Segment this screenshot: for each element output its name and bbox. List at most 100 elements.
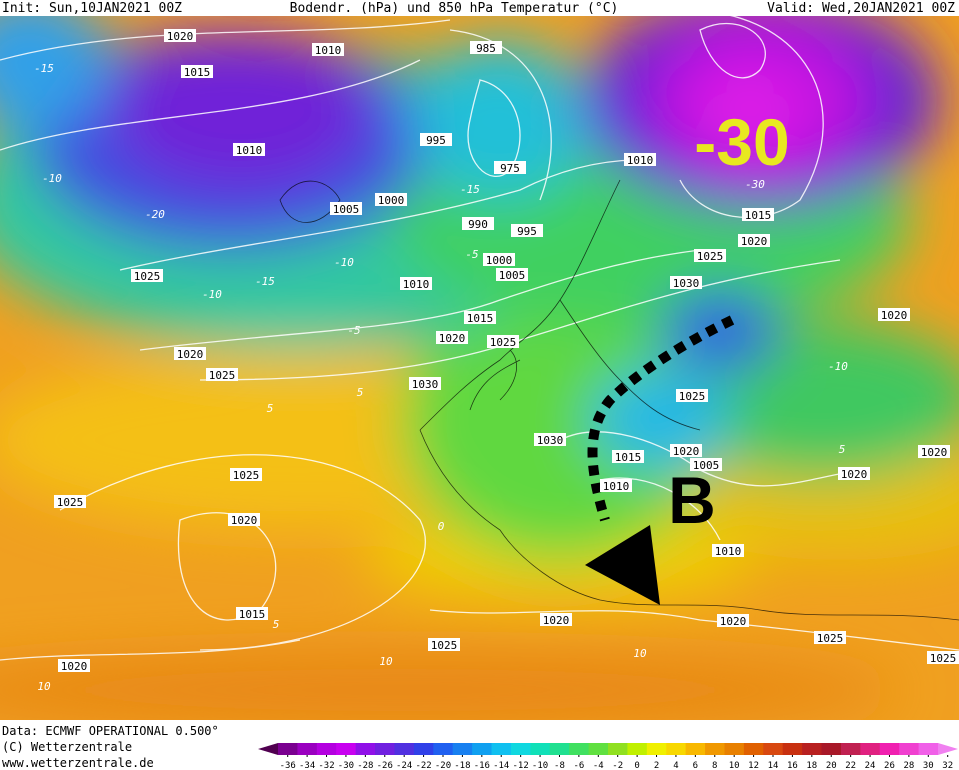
isotherm-label: -10 — [42, 172, 62, 185]
isobar-label-box — [181, 65, 213, 78]
isotherm-label: -15 — [460, 183, 480, 196]
init-time: Init: Sun,10JAN2021 00Z — [2, 1, 182, 16]
isobar-label-box — [131, 269, 163, 282]
colorbar-tick-label: -14 — [493, 761, 509, 770]
valid-time: Valid: Wed,20JAN2021 00Z — [767, 1, 955, 16]
colorbar-bin — [724, 743, 745, 755]
colorbar-tick-label: -18 — [454, 761, 470, 770]
colorbar-tick-label: 18 — [806, 761, 817, 770]
isotherm-label: 5 — [273, 618, 280, 631]
isobar-label-box — [670, 444, 702, 457]
isotherm-label: 10 — [379, 655, 393, 668]
marker-annotation: B — [668, 463, 716, 537]
isobar-label: 975 — [500, 162, 520, 175]
colorbar-bin — [821, 743, 842, 755]
isobar-label-box — [814, 631, 846, 644]
colorbar-tick-label: 22 — [845, 761, 856, 770]
isobar-label: 1020 — [61, 660, 88, 673]
isobar-label-box — [738, 234, 770, 247]
isotherm-label: -10 — [202, 288, 222, 301]
isotherm-label: -15 — [255, 275, 275, 288]
colorbar-bin — [608, 743, 628, 755]
isobar-label: 1010 — [627, 154, 654, 167]
colorbar-tick-label: -16 — [474, 761, 490, 770]
isobar-label-box — [230, 468, 262, 481]
isobar-label: 1025 — [490, 336, 517, 349]
colorbar-bin — [569, 743, 590, 755]
isobar-label-box — [428, 638, 460, 651]
isobar-label: 985 — [476, 42, 496, 55]
colorbar-bin — [472, 743, 493, 755]
isotherm-label: -30 — [745, 178, 765, 191]
colorbar-tick-label: 14 — [768, 761, 779, 770]
isobar-label-box — [470, 41, 502, 54]
colorbar-end — [258, 743, 278, 755]
colorbar-tick-label: 12 — [748, 761, 759, 770]
isotherm-label: 10 — [633, 647, 647, 660]
isobar-label: 1020 — [881, 309, 908, 322]
isobar-label-box — [534, 433, 566, 446]
copyright: (C) Wetterzentrale — [2, 740, 132, 754]
isobar-label: 995 — [426, 134, 446, 147]
colorbar-tick-label: -28 — [357, 761, 373, 770]
isobar-label-box — [174, 347, 206, 360]
isobar-label: 1020 — [543, 614, 570, 627]
isobar-label: 990 — [468, 218, 488, 231]
isobar-label-box — [496, 268, 528, 281]
colorbar-bin — [646, 743, 667, 755]
isobar-label: 1010 — [315, 44, 342, 57]
isobar-label-box — [540, 613, 572, 626]
colorbar-tick-label: -10 — [532, 761, 548, 770]
isotherm-label: -10 — [828, 360, 848, 373]
colorbar-tick-label: 20 — [826, 761, 837, 770]
colorbar-tick-label: 6 — [693, 761, 698, 770]
isobar-label-box — [233, 143, 265, 156]
isobar-label: 1020 — [921, 446, 948, 459]
colorbar-bin — [743, 743, 764, 755]
colorbar-bin — [549, 743, 570, 755]
isobar-label-box — [420, 133, 452, 146]
colorbar-tick-label: -26 — [377, 761, 393, 770]
isobar-label: 1025 — [233, 469, 260, 482]
isobar-label-box — [487, 335, 519, 348]
isobar-label: 1005 — [499, 269, 526, 282]
colorbar-tick-label: 10 — [729, 761, 740, 770]
colorbar-tick-label: 4 — [673, 761, 678, 770]
isobar-label-box — [717, 614, 749, 627]
isobar-label: 1000 — [378, 194, 405, 207]
colorbar-tick-label: 8 — [712, 761, 717, 770]
colorbar-bin — [355, 743, 376, 755]
isotherm-label: 10 — [37, 680, 51, 693]
colorbar-tick-label: 28 — [903, 761, 914, 770]
colorbar-bin — [782, 743, 803, 755]
isobar-label: 1025 — [679, 390, 706, 403]
map-title: Bodendr. (hPa) und 850 hPa Temperatur (°… — [290, 1, 619, 16]
colorbar-tick-label: -34 — [299, 761, 315, 770]
colorbar-tick-label: -36 — [280, 761, 296, 770]
colorbar-bin — [278, 743, 298, 755]
isobar-label-box — [228, 513, 260, 526]
isobar-label-box — [600, 479, 632, 492]
colorbar-bin — [763, 743, 784, 755]
isobar-label-box — [400, 277, 432, 290]
isobar-label: 1010 — [236, 144, 263, 157]
storm-path-arrow — [585, 315, 735, 605]
colorbar-bin — [666, 743, 687, 755]
colorbar-bin — [433, 743, 454, 755]
isotherm-label: -10 — [334, 256, 354, 269]
colorbar-bin — [530, 743, 551, 755]
isobar-label: 1025 — [930, 652, 957, 665]
isobar-label-box — [312, 43, 344, 56]
isobar-label-box — [918, 445, 950, 458]
isobar-label: 1020 — [167, 30, 194, 43]
isobar-label: 1025 — [431, 639, 458, 652]
isobar-label-box — [838, 467, 870, 480]
isotherm-label: -5 — [347, 324, 360, 337]
colorbar-tick-label: 0 — [634, 761, 639, 770]
colorbar-tick-label: -4 — [593, 761, 604, 770]
isotherm-label: 0 — [438, 520, 445, 533]
colorbar: -36 -34 -32 -30 -28 -26 -24 -22 -20 -18 -16 -14 -12-… — [258, 743, 958, 770]
colorbar-bin — [705, 743, 725, 755]
isotherm-label: -5 — [465, 248, 478, 261]
